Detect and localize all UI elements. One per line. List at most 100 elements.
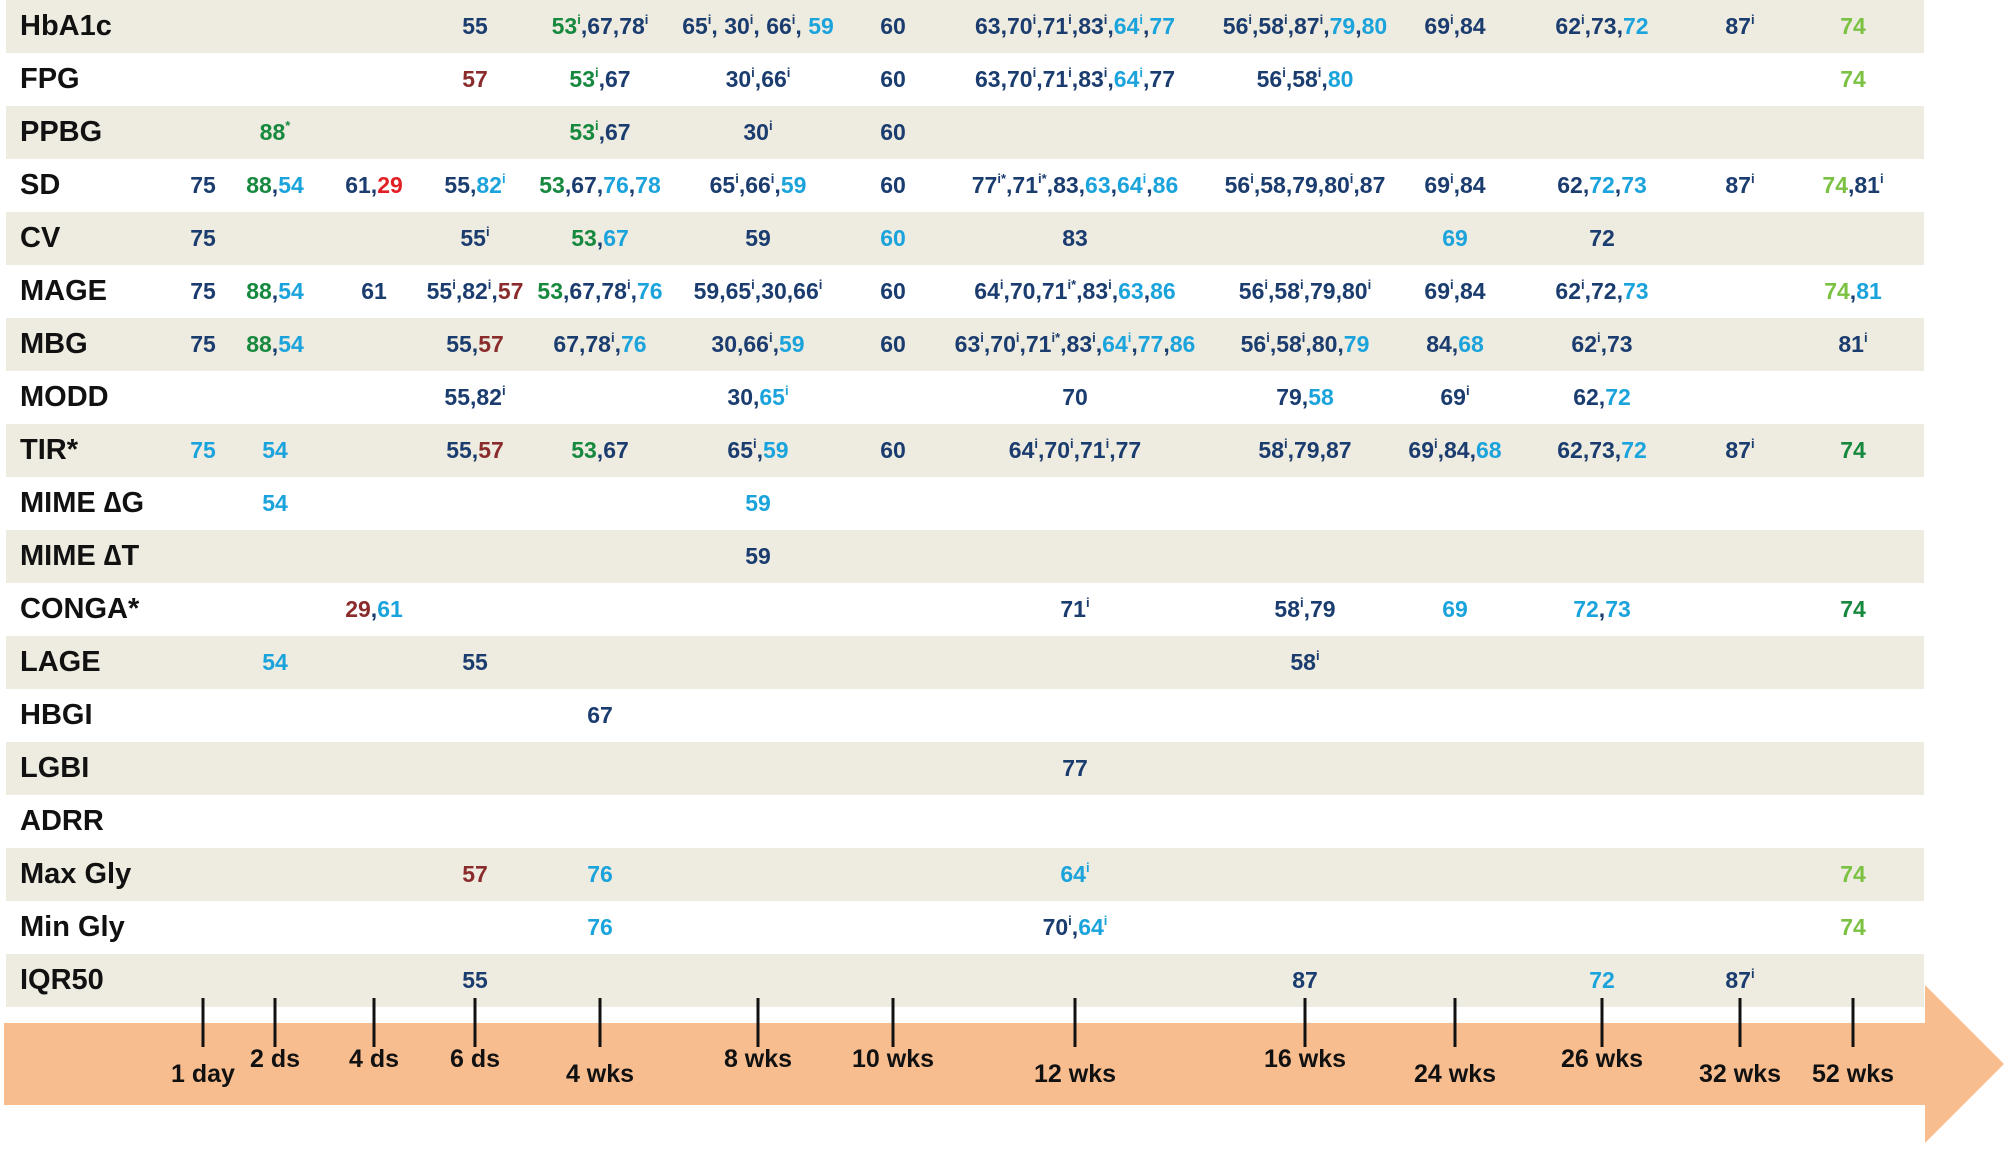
reference-cell: 69i bbox=[1440, 371, 1469, 424]
separator: , bbox=[1337, 331, 1344, 357]
metric-row-hba1c: HbA1c 55 53i,67,78i 65i, 30i, 66i, 59 60 63,7… bbox=[6, 0, 1924, 53]
reference-superscript: i bbox=[980, 330, 984, 345]
separator: , bbox=[1285, 172, 1293, 198]
separator: , bbox=[1303, 596, 1311, 622]
reference-number: 58 bbox=[1276, 331, 1302, 357]
reference-superscript: i bbox=[1092, 330, 1096, 345]
reference-superscript: i bbox=[1750, 171, 1755, 186]
metric-label: ADRR bbox=[20, 805, 104, 837]
reference-number: 55 bbox=[462, 13, 488, 39]
separator: , bbox=[491, 278, 498, 304]
reference-number: 69 bbox=[1424, 278, 1450, 304]
reference-number: 57 bbox=[478, 437, 504, 463]
reference-number: 62 bbox=[1555, 278, 1581, 304]
reference-cell: 30i bbox=[743, 106, 772, 159]
separator: , bbox=[1287, 13, 1295, 39]
separator: , bbox=[596, 437, 604, 463]
separator: , bbox=[1582, 437, 1590, 463]
reference-number: 67 bbox=[587, 13, 613, 39]
separator: , bbox=[271, 172, 279, 198]
reference-cell: 70i,64i bbox=[1043, 901, 1108, 954]
separator: , bbox=[1060, 331, 1067, 357]
reference-number: 63 bbox=[954, 331, 981, 357]
reference-number: 80 bbox=[1361, 13, 1388, 39]
separator: , bbox=[1109, 437, 1116, 463]
reference-cell: 55,57 bbox=[446, 424, 504, 477]
reference-superscript: i bbox=[1139, 65, 1144, 80]
reference-number: 84 bbox=[1426, 331, 1452, 357]
reference-cell: 87i bbox=[1725, 159, 1754, 212]
reference-number: 60 bbox=[880, 331, 906, 357]
separator: , bbox=[1321, 66, 1328, 92]
separator: , bbox=[754, 278, 762, 304]
reference-number: 53 bbox=[539, 172, 565, 198]
reference-cell: 88,54 bbox=[246, 318, 304, 371]
separator: , bbox=[1131, 331, 1138, 357]
reference-superscript: i bbox=[1034, 436, 1039, 451]
reference-superscript: i bbox=[1581, 277, 1585, 292]
separator: , bbox=[1451, 331, 1459, 357]
reference-superscript: i bbox=[1465, 383, 1470, 398]
reference-number: 58 bbox=[1274, 278, 1300, 304]
separator: , bbox=[1305, 331, 1312, 357]
separator: , bbox=[271, 331, 279, 357]
reference-number: 59 bbox=[745, 490, 771, 516]
reference-number: 73 bbox=[1589, 437, 1615, 463]
reference-number: 60 bbox=[880, 437, 906, 463]
reference-number: 71 bbox=[1012, 172, 1039, 198]
metric-row-ppbg: PPBG 88* 53i,67 30i 60 bbox=[6, 106, 1924, 159]
reference-number: 75 bbox=[190, 437, 216, 463]
reference-cell: 63,70i,71i,83i,64i,77 bbox=[975, 0, 1175, 53]
reference-number: 71 bbox=[1080, 437, 1106, 463]
metric-row-modd: MODD 55,82i 30,65i 70 79,58 69i 62,72 bbox=[6, 371, 1924, 424]
separator: , bbox=[1287, 437, 1295, 463]
separator: , bbox=[598, 119, 606, 145]
reference-number: 70 bbox=[1062, 384, 1088, 410]
reference-cell: 67 bbox=[587, 689, 613, 742]
reference-cell: 65i,66i,59 bbox=[710, 159, 807, 212]
reference-number: 67 bbox=[605, 119, 631, 145]
reference-superscript: i bbox=[784, 383, 789, 398]
reference-number: 86 bbox=[1152, 172, 1179, 198]
reference-number: 88 bbox=[246, 172, 272, 198]
reference-cell: 76 bbox=[587, 848, 613, 901]
reference-number: 69 bbox=[1442, 596, 1468, 622]
separator: , bbox=[1003, 278, 1010, 304]
reference-number: 78 bbox=[601, 278, 627, 304]
reference-number: 80 bbox=[1341, 278, 1368, 304]
reference-number: 66 bbox=[793, 278, 819, 304]
reference-number: 76 bbox=[636, 278, 663, 304]
reference-number: 60 bbox=[880, 278, 906, 304]
reference-number: 53 bbox=[569, 119, 595, 145]
reference-number: 73 bbox=[1591, 13, 1617, 39]
reference-number: 69 bbox=[1424, 13, 1450, 39]
reference-cell: 63i,70i,71i*,83i,64i,77,86 bbox=[955, 318, 1196, 371]
reference-number: 53 bbox=[569, 66, 595, 92]
reference-superscript: i bbox=[1266, 330, 1270, 345]
reference-cell: 55,82i bbox=[444, 371, 505, 424]
separator: , bbox=[579, 331, 586, 357]
reference-number: 74 bbox=[1840, 914, 1866, 940]
reference-cell: 74 bbox=[1840, 424, 1866, 477]
reference-number: 60 bbox=[880, 66, 906, 92]
reference-number: 76 bbox=[587, 861, 613, 887]
timeline-tick-label: 16 wks bbox=[1263, 1045, 1347, 1073]
reference-number: 84 bbox=[1460, 278, 1486, 304]
reference-number: 72 bbox=[1605, 384, 1631, 410]
separator: , bbox=[737, 331, 744, 357]
separator: , bbox=[1303, 278, 1311, 304]
timeline-tick-label: 2 ds bbox=[249, 1045, 301, 1073]
reference-number: 30 bbox=[711, 331, 737, 357]
reference-number: 72 bbox=[1589, 967, 1615, 993]
reference-number: 30 bbox=[761, 278, 787, 304]
reference-cell: 69i,84 bbox=[1424, 265, 1485, 318]
reference-number: 71 bbox=[1060, 596, 1086, 622]
metric-row-adrr: ADRR bbox=[6, 795, 1924, 848]
reference-cell: 88* bbox=[260, 106, 291, 159]
reference-superscript: * bbox=[285, 118, 291, 133]
reference-superscript: i bbox=[1032, 65, 1037, 80]
separator: , bbox=[1317, 172, 1325, 198]
reference-number: 55 bbox=[446, 437, 472, 463]
reference-cell: 57 bbox=[462, 53, 488, 106]
reference-cell: 54 bbox=[262, 424, 288, 477]
